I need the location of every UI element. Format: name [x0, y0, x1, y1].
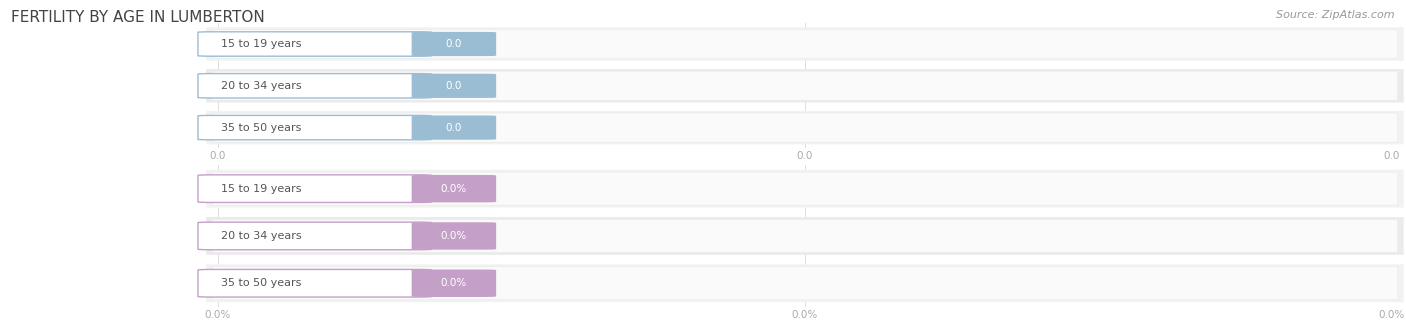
FancyBboxPatch shape [207, 217, 1403, 255]
FancyBboxPatch shape [198, 32, 432, 56]
FancyBboxPatch shape [207, 69, 1403, 103]
FancyBboxPatch shape [212, 219, 1398, 252]
Text: 0.0: 0.0 [446, 123, 463, 133]
FancyBboxPatch shape [412, 175, 496, 202]
Text: 0.0%: 0.0% [441, 278, 467, 288]
FancyBboxPatch shape [207, 27, 1403, 61]
FancyBboxPatch shape [412, 222, 496, 250]
FancyBboxPatch shape [212, 172, 1398, 205]
Text: 35 to 50 years: 35 to 50 years [222, 278, 302, 288]
FancyBboxPatch shape [212, 267, 1398, 300]
Text: 20 to 34 years: 20 to 34 years [222, 81, 302, 91]
FancyBboxPatch shape [198, 175, 432, 203]
FancyBboxPatch shape [198, 115, 432, 140]
FancyBboxPatch shape [198, 269, 432, 297]
FancyBboxPatch shape [207, 170, 1403, 208]
FancyBboxPatch shape [212, 71, 1398, 100]
FancyBboxPatch shape [207, 264, 1403, 302]
FancyBboxPatch shape [412, 32, 496, 56]
Text: 0.0%: 0.0% [441, 184, 467, 194]
FancyBboxPatch shape [212, 29, 1398, 59]
Text: Source: ZipAtlas.com: Source: ZipAtlas.com [1277, 10, 1395, 20]
Text: 15 to 19 years: 15 to 19 years [222, 39, 302, 49]
Text: 0.0: 0.0 [446, 81, 463, 91]
Text: 35 to 50 years: 35 to 50 years [222, 123, 302, 133]
Text: 0.0: 0.0 [446, 39, 463, 49]
FancyBboxPatch shape [412, 74, 496, 98]
FancyBboxPatch shape [212, 113, 1398, 142]
Text: 20 to 34 years: 20 to 34 years [222, 231, 302, 241]
Text: 0.0%: 0.0% [441, 231, 467, 241]
FancyBboxPatch shape [412, 115, 496, 140]
FancyBboxPatch shape [412, 270, 496, 297]
Text: FERTILITY BY AGE IN LUMBERTON: FERTILITY BY AGE IN LUMBERTON [11, 10, 264, 25]
Text: 15 to 19 years: 15 to 19 years [222, 184, 302, 194]
FancyBboxPatch shape [207, 111, 1403, 144]
FancyBboxPatch shape [198, 222, 432, 250]
FancyBboxPatch shape [198, 74, 432, 98]
